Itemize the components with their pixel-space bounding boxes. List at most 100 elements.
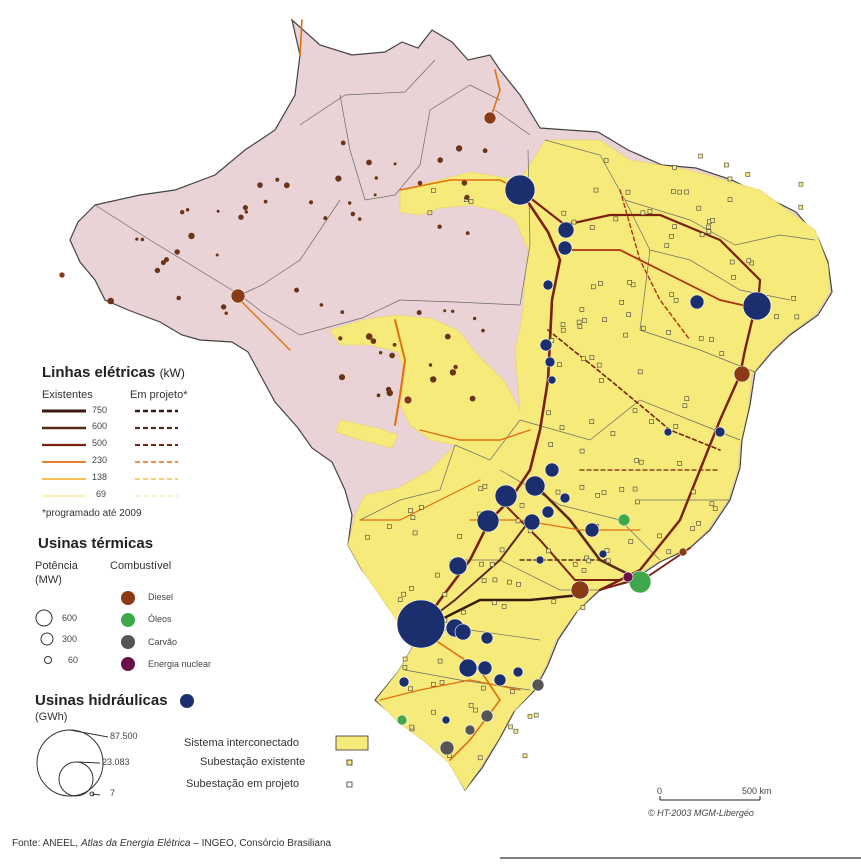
substation-139 [533,712,539,718]
substation-existing-label: Subestação existente [200,756,306,768]
hydro-plant-21 [454,623,472,641]
existing-label: Existentes [42,389,93,401]
thermal-diesel-47 [472,316,477,321]
substation-74 [596,362,602,368]
substation-138 [409,724,415,730]
substation-31 [798,204,804,210]
substation-112 [434,572,440,578]
substation-110 [555,489,561,495]
substation-28 [672,165,677,170]
thermal-diesel-52 [428,363,433,367]
substation-21 [647,209,653,214]
power-label-2: (MW) [35,574,62,586]
thermal-diesel-25 [417,180,423,186]
power-circle-300 [40,632,54,646]
thermal-diesel-40 [464,194,470,200]
substation-14 [798,181,804,187]
substation-158 [412,530,418,536]
power-circle-600 [35,609,53,627]
transmission-line-12 [394,319,407,426]
thermal-diesel-7 [319,303,324,307]
substation-27 [593,187,599,193]
substation-9 [727,176,733,182]
state-border-14 [639,329,756,373]
hydro-plants [396,174,772,725]
hydro-plant-12 [494,484,518,508]
hydro-leader-7 [91,793,101,796]
thermal-diesel-2 [154,267,161,274]
thermal-diesel-16 [164,257,169,263]
thermal-diesel-21 [176,295,181,301]
transmission-line-10 [419,629,501,761]
substation-47 [706,224,711,230]
substation-107 [546,548,551,554]
hydro-plant-17 [448,556,468,576]
substation-40 [746,258,752,264]
substation-34 [672,224,678,229]
substation-61 [640,325,646,331]
substation-66 [576,319,582,325]
substation-90 [628,539,634,544]
substation-152 [386,524,392,529]
legend-fuel-swatches [121,591,135,671]
substation-154 [397,597,403,603]
source-prefix: Fonte: ANEEL, [12,838,81,849]
thermal-diesel-6 [174,249,180,255]
transmission-line-16 [239,299,291,351]
hydro-value-23083: 23.083 [102,757,130,767]
lines-unit: (kW) [159,366,185,380]
legend-system-swatch [335,735,369,751]
state-border-21 [404,669,531,691]
substation-42 [640,210,646,216]
hydro-leader-87500 [69,729,109,738]
thermal-diesel-15 [135,237,139,241]
planned-label: Em projeto* [130,389,188,401]
hydro-plant-9 [689,294,705,310]
substation-15 [664,243,670,248]
thermal-plant-14 [403,395,413,405]
substation-35 [625,189,631,195]
transmission-line-8 [438,593,582,622]
thermal-diesel-19 [140,237,145,242]
substation-37 [627,279,632,285]
substation-60 [709,337,714,342]
transmission-line-23 [359,479,481,521]
thermal-plants [58,111,751,756]
substation-75 [559,425,565,431]
substation-104 [478,486,484,492]
legend-graphics [35,409,861,859]
substation-23 [619,299,625,305]
substation-129 [510,689,515,694]
hydro-value-7: 7 [110,788,116,798]
thermal-diesel-41 [348,201,352,205]
lines-title: Linhas elétricas [42,364,156,381]
substation-125 [551,599,557,604]
substation-146 [402,656,408,662]
thermal-diesel-22 [220,304,227,310]
hydro-plant-14 [523,513,541,531]
hydro-plant-7 [547,375,557,385]
scale-bar [659,796,761,801]
state-border-12 [734,234,816,246]
thermal-diesel-61 [444,333,451,340]
hydro-plant-11 [524,475,546,497]
hydro-plant-23 [458,658,478,678]
transmission-line-22 [379,679,521,701]
thermal-diesel-31 [257,182,263,188]
hydro-plant-29 [663,427,673,437]
thermal-plant-10 [439,740,455,756]
substation-89 [605,558,611,564]
substation-73 [684,396,690,402]
substation-22 [579,307,585,312]
thermal-diesel-43 [393,162,397,166]
fuel-swatch-4 [121,657,135,671]
substation-58 [560,322,566,327]
substation-150 [408,508,413,513]
substation-95 [595,492,600,498]
thermal-diesel-64 [338,336,343,341]
substation-151 [457,534,463,539]
state-border-8 [361,299,521,319]
thermal-diesel-46 [453,364,458,370]
thermal-diesel-27 [366,159,372,166]
substation-33 [669,292,675,297]
